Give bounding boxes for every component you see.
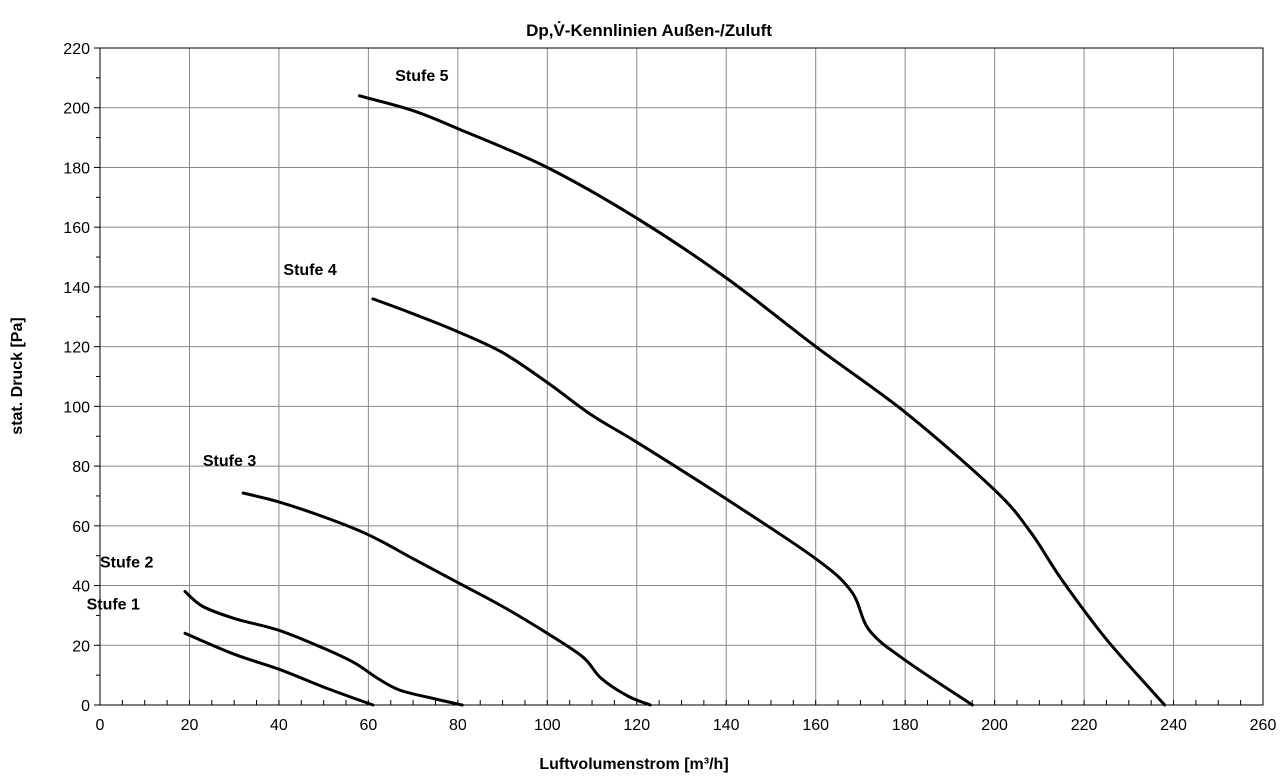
y-tick-label: 120 <box>63 340 90 357</box>
series-line-stufe-5 <box>357 94 1167 707</box>
y-tick-label: 100 <box>63 399 90 416</box>
grid <box>100 48 1263 705</box>
plot-frame <box>99 47 1264 706</box>
series-label-stufe-2: Stufe 2 <box>100 555 153 572</box>
x-axis-ticks: 0 20 40 60 80 100 120 140 160 180 200 220 240 260 <box>96 700 1277 734</box>
series-line-stufe-1 <box>183 631 375 707</box>
x-axis-label: Luftvolumenstrom [m³/h] <box>539 756 728 773</box>
series-line-stufe-2 <box>183 590 464 707</box>
y-axis-ticks: 0 20 40 60 80 100 120 140 160 180 200 220 <box>63 41 100 715</box>
y-tick-label: 20 <box>72 638 90 655</box>
x-tick-label: 140 <box>713 717 740 734</box>
y-tick-label: 60 <box>72 519 90 536</box>
x-tick-label: 220 <box>1071 717 1098 734</box>
x-tick-label: 80 <box>449 717 467 734</box>
series-label-stufe-5: Stufe 5 <box>395 68 448 85</box>
y-tick-label: 200 <box>63 101 90 118</box>
x-tick-label: 40 <box>270 717 288 734</box>
series-labels: Stufe 1 Stufe 2 Stufe 3 Stufe 4 Stufe 5 <box>87 68 449 614</box>
x-tick-label: 180 <box>892 717 919 734</box>
y-tick-label: 220 <box>63 41 90 58</box>
series-line-stufe-4 <box>371 297 974 707</box>
x-tick-label: 100 <box>534 717 561 734</box>
y-tick-label: 180 <box>63 160 90 177</box>
y-tick-label: 160 <box>63 220 90 237</box>
y-tick-label: 140 <box>63 280 90 297</box>
x-tick-label: 240 <box>1160 717 1187 734</box>
series-label-stufe-4: Stufe 4 <box>283 262 336 279</box>
x-tick-label: 200 <box>981 717 1008 734</box>
x-tick-label: 260 <box>1250 717 1277 734</box>
series-label-stufe-3: Stufe 3 <box>203 453 256 470</box>
series-curves <box>183 94 1167 707</box>
series-line-stufe-3 <box>241 491 652 707</box>
series-label-stufe-1: Stufe 1 <box>87 596 140 613</box>
y-tick-label: 0 <box>81 698 90 715</box>
y-axis-label: stat. Druck [Pa] <box>9 317 26 434</box>
x-tick-label: 60 <box>359 717 377 734</box>
x-tick-label: 20 <box>181 717 199 734</box>
y-tick-label: 80 <box>72 459 90 476</box>
chart-title: Dp,V̇-Kennlinien Außen-/Zuluft <box>526 21 772 40</box>
y-tick-label: 40 <box>72 579 90 596</box>
x-tick-label: 120 <box>623 717 650 734</box>
x-tick-label: 0 <box>96 717 105 734</box>
x-tick-label: 160 <box>802 717 829 734</box>
